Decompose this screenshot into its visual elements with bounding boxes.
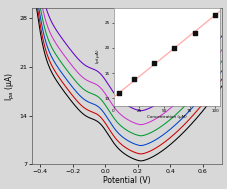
Y-axis label: I$_{pa}$(μA): I$_{pa}$(μA): [94, 49, 103, 64]
Point: [193, 31, 197, 34]
X-axis label: Potential (V): Potential (V): [103, 176, 151, 185]
Point: [132, 78, 136, 81]
Y-axis label: I$_{pa}$ (μA): I$_{pa}$ (μA): [4, 71, 17, 101]
X-axis label: Concentration (μM): Concentration (μM): [147, 115, 187, 119]
Point: [173, 46, 176, 49]
Point: [213, 14, 217, 17]
Point: [152, 61, 156, 64]
Point: [117, 92, 120, 95]
